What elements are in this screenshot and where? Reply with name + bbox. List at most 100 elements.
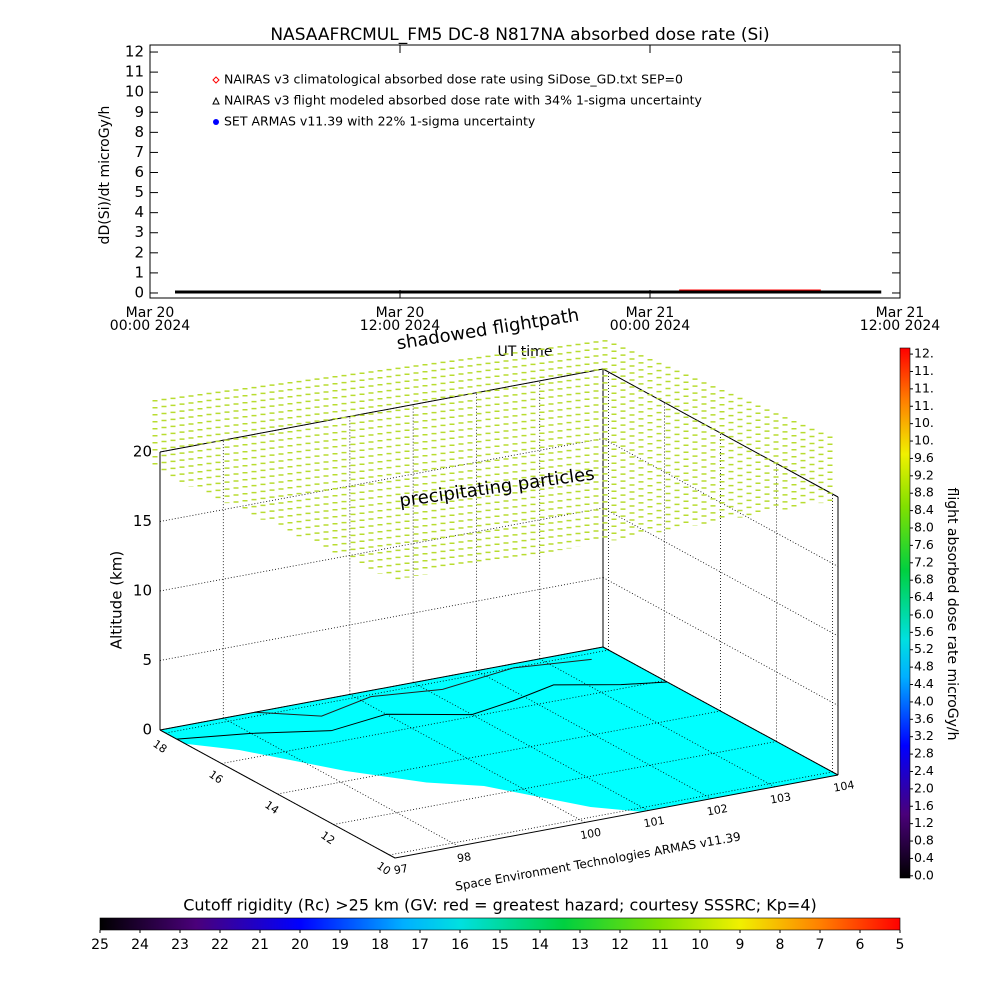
colorbar-tick-label: 9.2 bbox=[914, 467, 934, 482]
colorbar-tick-label: 4.0 bbox=[914, 693, 934, 708]
box-edge bbox=[159, 646, 604, 731]
y-tick-label: 1 bbox=[134, 263, 144, 281]
colorbar-tick-label: 21 bbox=[251, 937, 269, 953]
y-tick-label: 10 bbox=[125, 83, 144, 101]
grid-line bbox=[476, 670, 712, 800]
colorbar-tick-label: 2.4 bbox=[914, 763, 934, 778]
colorbar-tick-label: 18 bbox=[371, 937, 389, 953]
colorbar-tick-label: 23 bbox=[171, 937, 189, 953]
y-tick-label: 8 bbox=[134, 123, 144, 141]
grid-line bbox=[165, 649, 609, 734]
colorbar-tick-label: 11. bbox=[914, 363, 934, 378]
colorbar-tick-label: 2.8 bbox=[914, 746, 934, 761]
lon-tick-label: 101 bbox=[643, 814, 666, 830]
z-tick-label: 0 bbox=[142, 721, 152, 739]
colorbar-tick-label: 9.6 bbox=[914, 450, 934, 465]
box-edge bbox=[159, 729, 396, 859]
colorbar-tick-label: 10 bbox=[691, 937, 709, 953]
lon-tick-label: 98 bbox=[456, 850, 472, 865]
coastline bbox=[254, 658, 592, 717]
grid-line bbox=[159, 577, 604, 661]
box-edge bbox=[159, 368, 604, 453]
coastline bbox=[176, 681, 668, 740]
x-tick-label: Mar 20 00:00 2024 bbox=[109, 305, 191, 334]
y-tick-label: 7 bbox=[134, 143, 144, 161]
colorbar-tick-label: 10. bbox=[914, 433, 934, 448]
colorbar-tick-label: 24 bbox=[131, 937, 149, 953]
colorbar-tick-label: 1.2 bbox=[914, 815, 934, 830]
colorbar-tick-label: 17 bbox=[411, 937, 429, 953]
annotation: precipitating particles bbox=[398, 463, 596, 511]
grid-line bbox=[602, 507, 839, 637]
x-tick-label: Mar 21 00:00 2024 bbox=[609, 305, 691, 334]
colorbar-tick-label: 8.8 bbox=[914, 485, 934, 500]
chart-title: NASAAFRCMUL_FM5 DC-8 N817NA absorbed dos… bbox=[270, 25, 769, 45]
legend-marker bbox=[212, 76, 220, 84]
colorbar-tick-label: 8.4 bbox=[914, 502, 934, 517]
y-tick-label: 4 bbox=[134, 203, 144, 221]
colorbar-tick-label: 7.2 bbox=[914, 554, 934, 569]
grid-line bbox=[277, 710, 721, 795]
legend-marker bbox=[212, 96, 220, 105]
y-tick-label: 11 bbox=[125, 63, 144, 81]
colorbar-tick-label: 16 bbox=[451, 937, 469, 953]
grid-line bbox=[412, 682, 649, 811]
z-axis-label: Altitude (km) bbox=[108, 551, 126, 649]
colorbar-tick-label: 15 bbox=[491, 937, 509, 953]
z-tick-label: 20 bbox=[133, 443, 152, 461]
y-tick-label: 5 bbox=[134, 183, 144, 201]
grid-line bbox=[539, 658, 775, 788]
colorbar-tick-label: 12. bbox=[914, 346, 934, 361]
y-tick-label: 6 bbox=[134, 163, 144, 181]
y-tick-label: 2 bbox=[134, 243, 144, 261]
colorbar-tick-label: 6 bbox=[856, 937, 865, 953]
lon-tick-label: 97 bbox=[393, 862, 409, 877]
colorbar-tick-label: 13 bbox=[571, 937, 589, 953]
colorbar-tick-label: 5.2 bbox=[914, 641, 934, 656]
lon-tick-label: 104 bbox=[832, 778, 855, 794]
legend-marker bbox=[213, 119, 219, 125]
grid-line bbox=[159, 507, 604, 592]
legend-label: SET ARMAS v11.39 with 22% 1-sigma uncert… bbox=[224, 114, 536, 129]
grid-line bbox=[223, 717, 459, 847]
grid-line bbox=[389, 771, 833, 856]
y-tick-label: 12 bbox=[125, 43, 144, 61]
lon-tick-label: 100 bbox=[579, 826, 602, 842]
colorbar-tick-label: 19 bbox=[331, 937, 349, 953]
colorbar-tick-label: 0.8 bbox=[914, 833, 934, 848]
colorbar-tick-label: 7.6 bbox=[914, 537, 934, 552]
z-tick-label: 10 bbox=[133, 582, 152, 600]
y-tick-label: 3 bbox=[134, 223, 144, 241]
box-edge bbox=[394, 774, 839, 859]
lon-tick-label: 103 bbox=[769, 790, 792, 806]
colorbar-tick-label: 8.0 bbox=[914, 520, 934, 535]
colorbar-tick-label: 2.0 bbox=[914, 780, 934, 795]
y-tick-label: 0 bbox=[134, 283, 144, 301]
x-tick-label: Mar 20 12:00 2024 bbox=[359, 305, 441, 334]
colorbar-tick-label: 6.8 bbox=[914, 572, 934, 587]
grid-line bbox=[221, 680, 665, 764]
lat-tick-label: 14 bbox=[262, 798, 281, 817]
colorbar-tick-label: 25 bbox=[91, 937, 109, 953]
grid-line bbox=[159, 438, 604, 522]
colorbar-label: Cutoff rigidity (Rc) >25 km (GV: red = g… bbox=[183, 896, 817, 915]
colorbar-tick-label: 20 bbox=[291, 937, 309, 953]
colorbar-tick-label: 5 bbox=[896, 937, 905, 953]
z-tick-label: 5 bbox=[142, 651, 152, 669]
grid-line bbox=[333, 741, 777, 825]
colorbar bbox=[99, 917, 901, 931]
colorbar-tick-label: 12 bbox=[611, 937, 629, 953]
colorbar-tick-label: 10. bbox=[914, 415, 934, 430]
colorbar-tick-label: 4.4 bbox=[914, 676, 934, 691]
grid-line bbox=[602, 438, 839, 567]
colorbar-tick-label: 9 bbox=[736, 937, 745, 953]
colorbar-tick-label: 4.8 bbox=[914, 659, 934, 674]
colorbar-tick-label: 8 bbox=[776, 937, 785, 953]
colorbar-tick-label: 6.4 bbox=[914, 589, 934, 604]
colorbar-tick-label: 3.6 bbox=[914, 711, 934, 726]
plot-frame bbox=[149, 44, 901, 299]
colorbar-tick-label: 0.4 bbox=[914, 850, 934, 865]
colorbar-tick-label: 22 bbox=[211, 937, 229, 953]
lat-tick-label: 10 bbox=[374, 859, 393, 878]
